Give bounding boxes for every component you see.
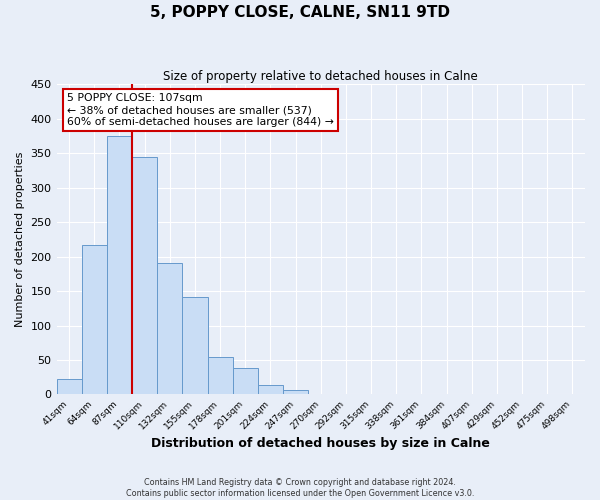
Bar bbox=[283, 390, 308, 394]
Bar bbox=[82, 245, 107, 394]
Y-axis label: Number of detached properties: Number of detached properties bbox=[15, 152, 25, 327]
Bar bbox=[132, 158, 157, 394]
Bar bbox=[182, 296, 208, 394]
Bar bbox=[258, 385, 283, 394]
Bar bbox=[233, 368, 258, 394]
Text: 5, POPPY CLOSE, CALNE, SN11 9TD: 5, POPPY CLOSE, CALNE, SN11 9TD bbox=[150, 5, 450, 20]
Bar bbox=[157, 264, 182, 394]
Bar bbox=[107, 136, 132, 394]
Bar bbox=[208, 356, 233, 395]
Text: Contains HM Land Registry data © Crown copyright and database right 2024.
Contai: Contains HM Land Registry data © Crown c… bbox=[126, 478, 474, 498]
Text: 5 POPPY CLOSE: 107sqm
← 38% of detached houses are smaller (537)
60% of semi-det: 5 POPPY CLOSE: 107sqm ← 38% of detached … bbox=[67, 94, 334, 126]
Bar bbox=[56, 378, 82, 394]
X-axis label: Distribution of detached houses by size in Calne: Distribution of detached houses by size … bbox=[151, 437, 490, 450]
Title: Size of property relative to detached houses in Calne: Size of property relative to detached ho… bbox=[163, 70, 478, 83]
